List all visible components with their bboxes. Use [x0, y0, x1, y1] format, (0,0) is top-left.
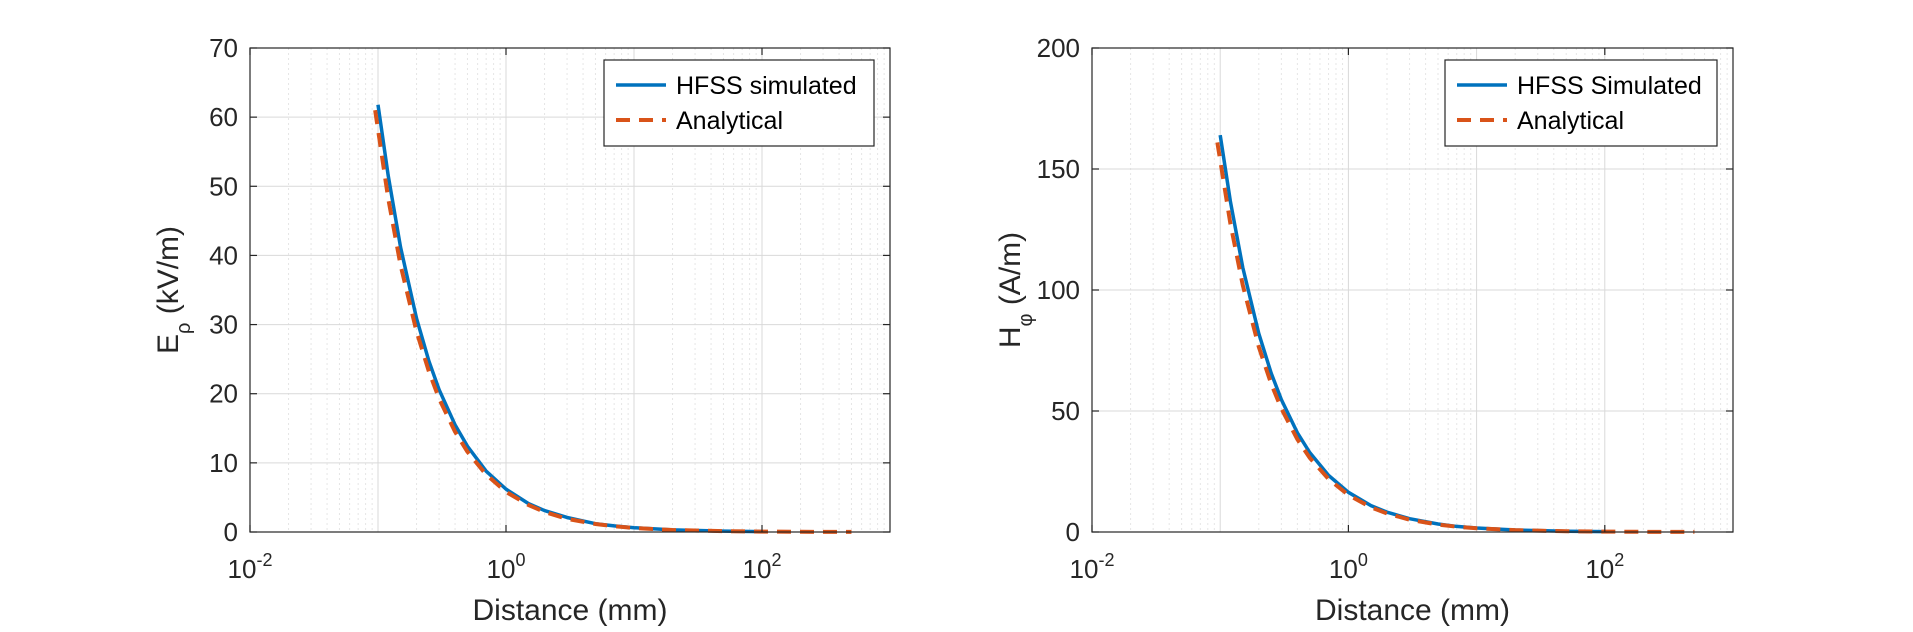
y-tick-label: 40 [209, 240, 238, 270]
legend-box [1444, 59, 1718, 147]
x-tick-label: 10-2 [1070, 550, 1115, 584]
legend-label: HFSS simulated [676, 72, 857, 100]
y-tick-label: 30 [209, 310, 238, 340]
x-axis-title: Distance (mm) [472, 594, 667, 627]
x-tick-label: 100 [1329, 550, 1368, 584]
x-tick-label: 102 [1585, 550, 1624, 584]
y-tick-label: 100 [1037, 275, 1080, 305]
y-axis-title: Eρ (kV/m) [152, 226, 195, 354]
analytical-series-line [373, 109, 852, 534]
x-tick-label: 102 [743, 550, 782, 584]
legend-label: Analytical [1517, 107, 1624, 135]
y-tick-label: 200 [1037, 33, 1080, 63]
x-tick-label: 100 [487, 550, 526, 584]
y-tick-label: 0 [224, 517, 238, 547]
y-tick-label: 10 [209, 448, 238, 478]
x-tick-label: 10-2 [228, 550, 273, 584]
legend: HFSS Simulated Analytical [1444, 59, 1718, 147]
simulated-series-line [376, 104, 763, 534]
legend-label: HFSS Simulated [1517, 72, 1702, 100]
legend-box [603, 59, 875, 147]
y-tick-label: 70 [209, 33, 238, 63]
legend: HFSS simulated Analytical [603, 59, 875, 147]
y-tick-label: 50 [1051, 396, 1080, 426]
legend-label: Analytical [676, 107, 783, 135]
left-panel: 0 10 20 30 40 50 60 70 10-2 100 102 Distance (mm) Eρ… [152, 33, 891, 627]
y-tick-label: 150 [1037, 154, 1080, 184]
y-tick-label: 0 [1066, 517, 1080, 547]
y-tick-label: 50 [209, 171, 238, 201]
y-tick-label: 60 [209, 102, 238, 132]
y-tick-label: 20 [209, 379, 238, 409]
y-axis-title: Hφ (A/m) [994, 232, 1037, 348]
axes-box [249, 47, 891, 533]
x-axis-title: Distance (mm) [1315, 594, 1510, 627]
right-panel: 0 50 100 150 200 10-2 100 102 Distance (mm) Hφ (A… [994, 33, 1734, 627]
